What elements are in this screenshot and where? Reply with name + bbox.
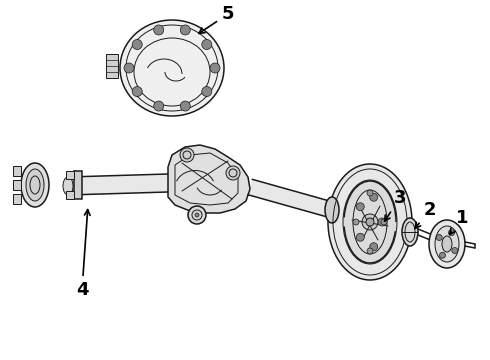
Ellipse shape [26, 169, 44, 201]
Circle shape [370, 243, 378, 251]
Circle shape [210, 63, 220, 73]
Polygon shape [74, 171, 82, 199]
Ellipse shape [21, 163, 49, 207]
Polygon shape [248, 179, 334, 218]
Text: 5: 5 [199, 5, 234, 33]
Circle shape [448, 230, 455, 236]
Polygon shape [13, 166, 21, 176]
Circle shape [356, 233, 364, 241]
Circle shape [132, 40, 142, 49]
Ellipse shape [402, 218, 418, 246]
Circle shape [356, 203, 364, 211]
Circle shape [202, 86, 212, 96]
Circle shape [366, 218, 374, 226]
Text: 1: 1 [450, 209, 468, 234]
Circle shape [353, 219, 359, 225]
Circle shape [452, 248, 458, 253]
Polygon shape [13, 194, 21, 204]
Circle shape [202, 40, 212, 49]
Ellipse shape [325, 197, 339, 223]
Circle shape [367, 248, 373, 254]
Circle shape [154, 25, 164, 35]
Circle shape [180, 101, 190, 111]
Circle shape [381, 219, 387, 225]
Ellipse shape [435, 226, 459, 262]
Ellipse shape [442, 236, 452, 252]
Polygon shape [66, 191, 74, 199]
Text: 3: 3 [385, 189, 406, 221]
Circle shape [195, 213, 199, 217]
Polygon shape [66, 171, 74, 179]
Ellipse shape [429, 220, 465, 268]
Circle shape [378, 218, 386, 226]
Circle shape [436, 234, 442, 240]
Circle shape [180, 148, 194, 162]
Ellipse shape [328, 164, 412, 280]
Polygon shape [168, 145, 250, 213]
Text: 4: 4 [76, 210, 90, 299]
Circle shape [362, 214, 378, 230]
Text: 2: 2 [415, 201, 436, 228]
Circle shape [188, 206, 206, 224]
Ellipse shape [343, 180, 397, 264]
Ellipse shape [63, 177, 73, 195]
Polygon shape [13, 180, 21, 190]
Circle shape [226, 166, 240, 180]
Circle shape [370, 193, 378, 201]
Circle shape [124, 63, 134, 73]
Polygon shape [106, 54, 118, 78]
Circle shape [132, 86, 142, 96]
Circle shape [180, 25, 190, 35]
Polygon shape [68, 174, 168, 195]
Circle shape [367, 190, 373, 196]
Ellipse shape [120, 20, 224, 116]
Circle shape [440, 252, 445, 258]
Circle shape [154, 101, 164, 111]
